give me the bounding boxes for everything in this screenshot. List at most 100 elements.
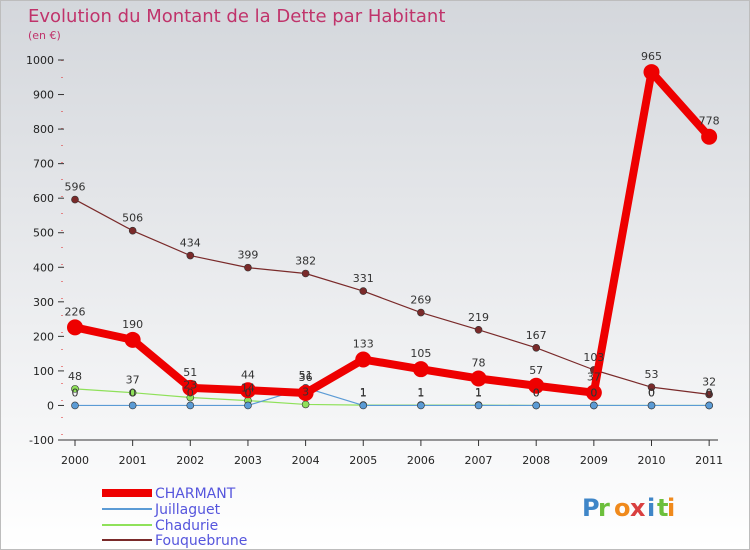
data-point [647, 383, 656, 391]
data-label: 0 [590, 386, 597, 399]
data-label: 36 [299, 371, 313, 384]
data-label: 269 [410, 294, 431, 307]
data-label: 0 [72, 386, 79, 399]
data-point [355, 351, 372, 368]
data-point [128, 226, 137, 235]
data-label: 103 [583, 351, 604, 364]
x-tick-label: 2004 [292, 454, 320, 467]
brand-logo-letter: o [614, 494, 631, 522]
data-label: 0 [590, 386, 597, 399]
data-label: 44 [241, 368, 255, 381]
y-tick-label: 900 [33, 89, 54, 102]
data-point [417, 401, 425, 410]
data-label: 167 [526, 329, 547, 342]
data-point [297, 385, 314, 402]
data-label: 0 [706, 386, 713, 399]
x-tick-label: 2000 [61, 454, 89, 467]
legend-label: CHARMANT [155, 486, 236, 502]
data-label: 1 [417, 386, 424, 399]
x-tick-label: 2008 [522, 454, 550, 467]
data-point [182, 379, 199, 396]
data-label: 506 [122, 212, 143, 225]
data-label: 14 [241, 382, 255, 395]
brand-logo-letter: x [630, 494, 646, 522]
legend-label: Chadurie [155, 518, 218, 534]
data-point [128, 401, 137, 410]
data-label: 596 [65, 181, 86, 194]
series-line-chadurie [74, 388, 710, 407]
data-label: 32 [702, 375, 716, 388]
data-label: 48 [68, 370, 82, 383]
x-tick-label: 2011 [695, 454, 723, 467]
data-label: 382 [295, 254, 316, 267]
series-line-charmant [74, 68, 713, 398]
data-point [301, 400, 310, 409]
data-point [417, 308, 425, 317]
data-label: 133 [353, 338, 374, 351]
y-tick-label: 400 [33, 261, 54, 274]
data-label: 0 [187, 386, 194, 399]
data-label: 37 [587, 371, 601, 384]
x-tick-label: 2007 [465, 454, 493, 467]
data-point [239, 382, 256, 399]
y-tick-label: 100 [33, 365, 54, 378]
data-label: 434 [180, 237, 201, 250]
data-point [244, 401, 252, 410]
data-label: 51 [299, 369, 313, 382]
data-label: 226 [65, 305, 86, 318]
series-line-juillaguet [75, 387, 710, 407]
brand-logo-letter: i [647, 494, 655, 522]
legend-label: Juillaguet [154, 502, 221, 518]
data-point [643, 64, 660, 81]
data-label: 1 [417, 386, 424, 399]
data-point [647, 401, 656, 410]
brand-logo-letter: r [598, 494, 610, 522]
data-label: 0 [244, 386, 251, 399]
y-tick-label: 200 [33, 330, 54, 343]
chart-subtitle: (en €) [28, 29, 61, 42]
data-point [474, 325, 483, 334]
data-label: 105 [410, 347, 431, 360]
y-tick-label: 0 [47, 399, 54, 412]
brand-logo-letter: P [582, 494, 600, 522]
data-point [705, 390, 713, 399]
x-tick-label: 2006 [407, 454, 435, 467]
y-tick-label: 300 [33, 296, 54, 309]
series-line-fouquebrune [74, 199, 710, 395]
data-point [705, 401, 713, 410]
data-point [186, 251, 195, 260]
data-label: 0 [533, 386, 540, 399]
data-point [71, 195, 79, 204]
data-label: 331 [353, 272, 374, 285]
y-tick-label: 1000 [26, 54, 54, 67]
data-point [701, 128, 718, 145]
data-point [359, 401, 368, 410]
data-label: 0 [648, 386, 655, 399]
brand-logo-letter: t [657, 494, 668, 522]
data-label: 23 [183, 379, 197, 392]
data-point [128, 388, 137, 397]
data-label: 1 [360, 386, 367, 399]
data-point [585, 384, 602, 401]
data-point [532, 343, 541, 352]
data-label: 0 [129, 386, 136, 399]
y-tick-label: 500 [33, 227, 54, 240]
data-point [301, 269, 310, 278]
y-tick-label: -100 [29, 434, 54, 447]
data-point [470, 370, 487, 387]
y-tick-label: 600 [33, 192, 54, 205]
data-label: 1 [475, 386, 482, 399]
y-tick-label: 700 [33, 158, 54, 171]
data-label: 0 [533, 386, 540, 399]
data-label: 78 [472, 357, 486, 370]
data-label: 3 [302, 385, 309, 398]
data-label: 37 [126, 374, 140, 387]
chart-title: Evolution du Montant de la Dette par Hab… [28, 6, 445, 27]
data-label: 1 [360, 386, 367, 399]
x-tick-label: 2005 [349, 454, 377, 467]
legend-label: Fouquebrune [155, 533, 247, 549]
y-tick-label: 800 [33, 123, 54, 136]
data-point [528, 377, 545, 394]
data-point [359, 287, 368, 295]
